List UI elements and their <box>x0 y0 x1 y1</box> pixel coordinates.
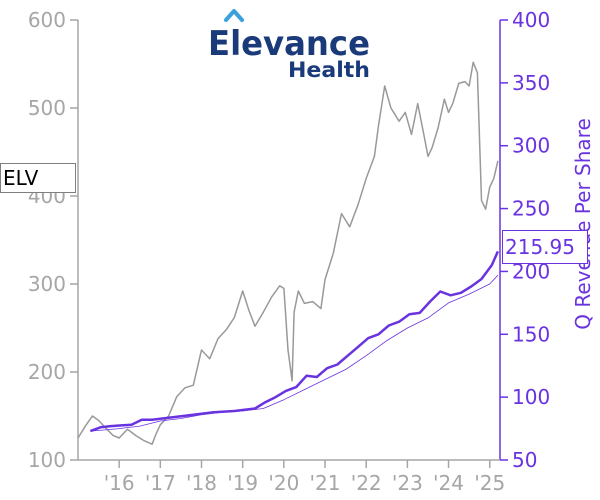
x-tick-label: '17 <box>145 471 176 495</box>
elevance-health-logo: Elevance Health <box>208 9 370 82</box>
x-tick-label: '16 <box>104 471 135 495</box>
series-revenue_avg-line <box>90 274 499 432</box>
x-tick-label: '22 <box>351 471 382 495</box>
left-tick-label: 200 <box>28 360 66 384</box>
logo-name: Elevance <box>208 24 370 64</box>
x-tick-label: '19 <box>227 471 258 495</box>
series-revenue-line <box>89 250 500 433</box>
left-tick-label: 500 <box>28 96 66 120</box>
x-year-axis: '16 '17 '18 '19 '20 '21 '22 '23 '24 '25 <box>78 459 505 495</box>
right-tick-label: 350 <box>512 71 550 95</box>
right-tick-label: 300 <box>512 134 550 158</box>
x-tick-label: '20 <box>268 471 299 495</box>
right-tick-label: 100 <box>512 385 550 409</box>
series-layer <box>77 61 500 445</box>
right-tick-label: 50 <box>512 448 537 472</box>
x-tick-label: '25 <box>474 471 505 495</box>
left-tick-label: 300 <box>28 272 66 296</box>
current-revenue-value: 215.95 <box>502 230 588 264</box>
logo-chevron-icon <box>224 9 244 22</box>
x-tick-label: '24 <box>433 471 464 495</box>
ticker-label: ELV <box>0 163 76 193</box>
x-tick-label: '21 <box>310 471 341 495</box>
right-tick-label: 150 <box>512 322 550 346</box>
series-price-line <box>77 61 499 445</box>
logo-sub: Health <box>288 58 370 82</box>
right-axis-label: Q Revenue Per Share <box>571 118 595 330</box>
right-tick-label: 250 <box>512 197 550 221</box>
x-tick-label: '18 <box>186 471 217 495</box>
left-tick-label: 600 <box>28 8 66 32</box>
left-tick-label: 100 <box>28 448 66 472</box>
x-tick-label: '23 <box>392 471 423 495</box>
right-tick-label: 400 <box>512 8 550 32</box>
